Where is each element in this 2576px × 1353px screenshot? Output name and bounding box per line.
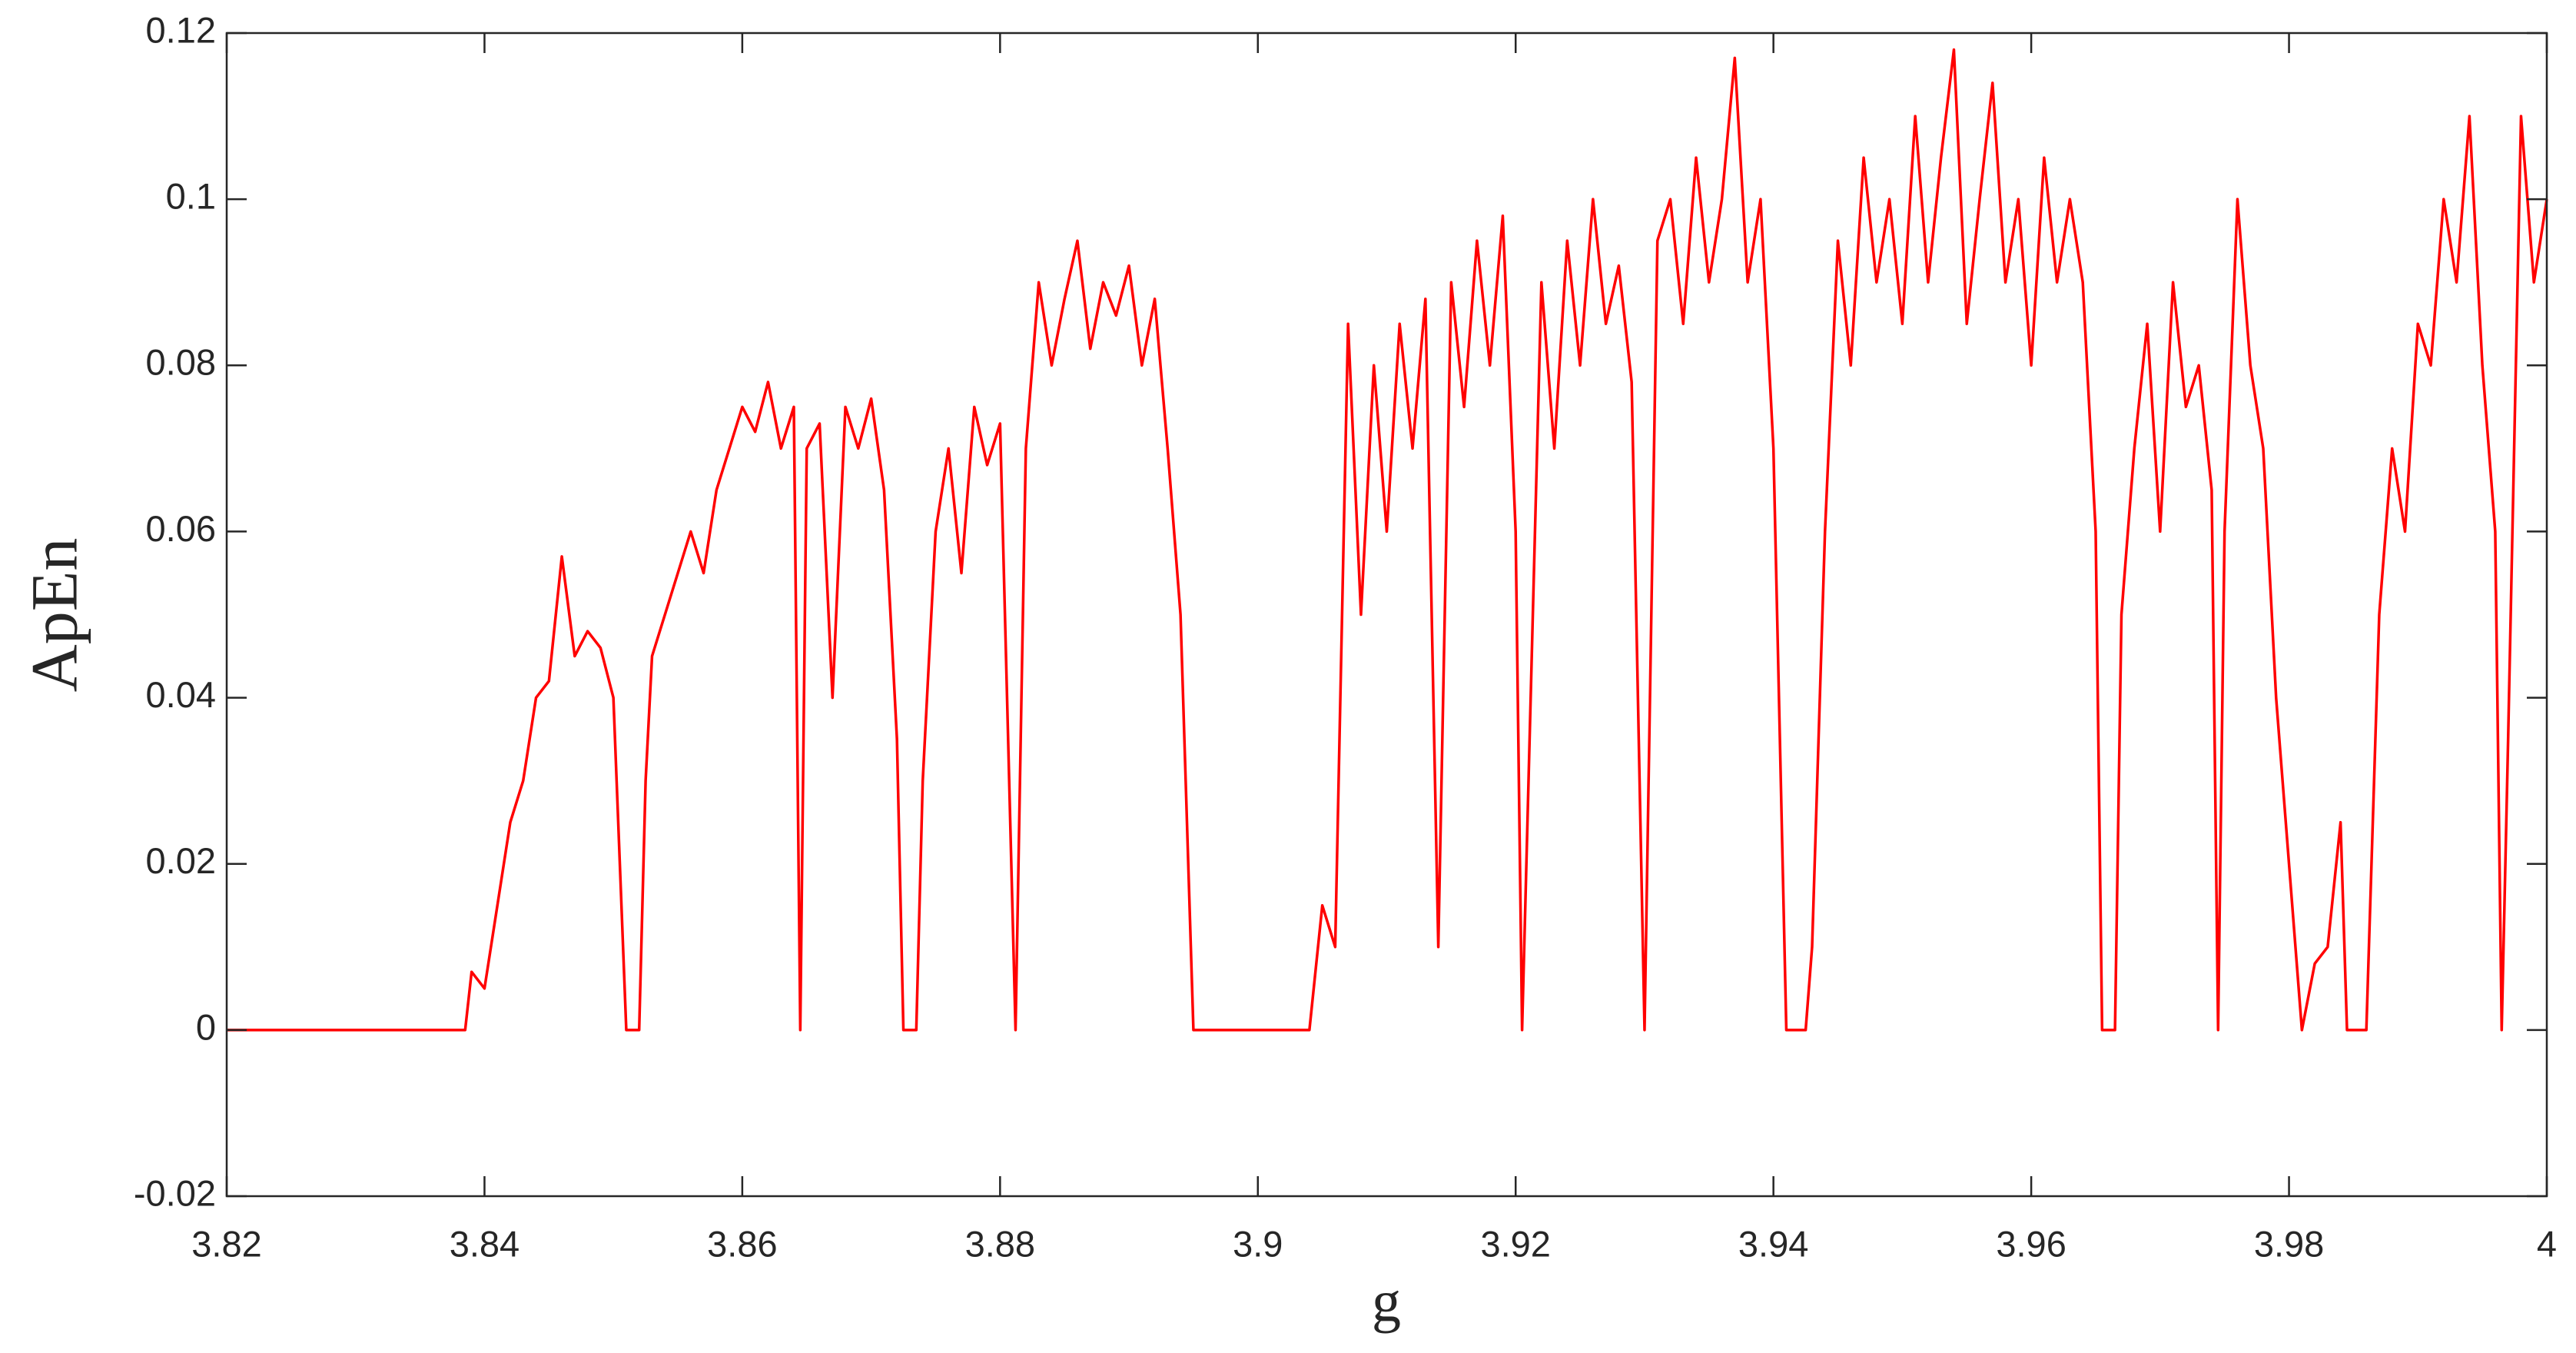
y-tick-label: 0.04 xyxy=(146,674,216,715)
y-tick-label: 0.12 xyxy=(146,9,216,50)
y-tick-label: -0.02 xyxy=(134,1172,216,1213)
x-tick-label: 3.88 xyxy=(965,1223,1035,1264)
x-tick-label: 3.82 xyxy=(191,1223,261,1264)
y-tick-label: 0 xyxy=(196,1006,216,1047)
plot-frame xyxy=(225,32,2548,1198)
y-axis-label: ApEn xyxy=(18,538,91,693)
data-line xyxy=(227,48,2548,1032)
x-axis-label: g xyxy=(1372,1269,1401,1334)
x-tick-label: 3.86 xyxy=(707,1223,777,1264)
x-tick-label: 4 xyxy=(2537,1223,2557,1264)
y-tick-label: 0.02 xyxy=(146,840,216,881)
y-tick-label: 0.1 xyxy=(166,176,216,217)
x-tick-label: 3.92 xyxy=(1480,1223,1550,1264)
x-tick-label: 3.96 xyxy=(1996,1223,2066,1264)
y-tick-label: 0.06 xyxy=(146,508,216,549)
x-tick-label: 3.9 xyxy=(1233,1223,1283,1264)
x-tick-label: 3.98 xyxy=(2254,1223,2324,1264)
x-tick-label: 3.94 xyxy=(1738,1223,1808,1264)
x-tick-label: 3.84 xyxy=(450,1223,520,1264)
y-tick-label: 0.08 xyxy=(146,342,216,383)
